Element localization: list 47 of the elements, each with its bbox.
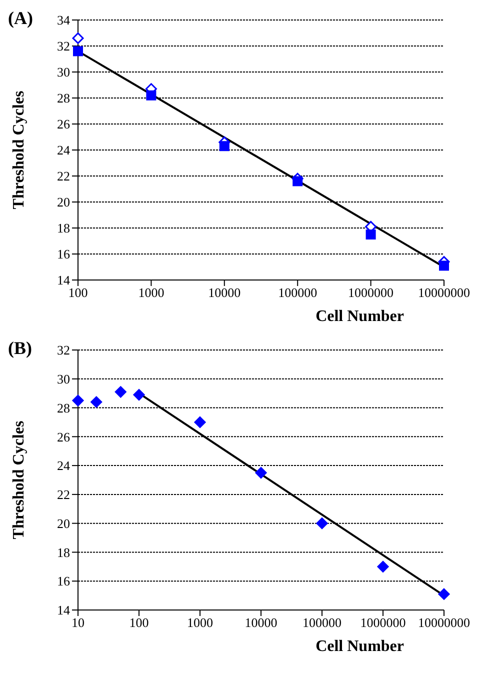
x-axis-title: Cell Number <box>314 638 405 656</box>
x-tick-label: 1000 <box>138 285 164 300</box>
point <box>72 32 84 44</box>
x-axis-title: Cell Number <box>314 308 405 326</box>
y-tick-label: 20 <box>57 194 70 210</box>
point <box>219 141 230 152</box>
x-tick-label: 1000000 <box>348 285 394 300</box>
y-tick-label: 22 <box>57 487 70 502</box>
y-tick-label: 16 <box>57 574 70 589</box>
y-axis-title: Threshold Cycles <box>10 90 28 210</box>
y-tick-label: 28 <box>57 400 70 416</box>
x-tick-label: 1000000 <box>360 615 406 630</box>
x-tick-label: 100 <box>68 285 88 300</box>
y-tick-label: 18 <box>57 544 70 560</box>
x-tick-label: 100 <box>129 615 149 630</box>
y-tick-label: 34 <box>57 12 70 28</box>
y-tick-label: 32 <box>57 38 70 54</box>
x-tick-label: 10 <box>72 615 84 630</box>
y-tick-label: 28 <box>57 90 70 106</box>
y-axis-title: Threshold Cycles <box>10 420 28 540</box>
point <box>366 230 376 240</box>
y-tick-label: 16 <box>57 246 70 262</box>
point <box>73 46 83 56</box>
y-tick-label: 26 <box>57 429 70 444</box>
y-tick-label: 22 <box>57 168 70 184</box>
y-tick-label: 24 <box>57 142 70 158</box>
y-tick-label: 30 <box>57 64 70 80</box>
point <box>439 260 449 271</box>
x-tick-label: 100000 <box>302 615 342 630</box>
chart-title: (B) <box>8 338 32 359</box>
x-tick-label: 10000 <box>208 285 241 300</box>
x-tick-label: 10000 <box>244 615 278 630</box>
y-tick-label: 14 <box>57 272 70 288</box>
x-tick-label: 100000 <box>278 285 318 300</box>
chart-title: (A) <box>8 8 33 29</box>
y-tick-label: 18 <box>57 220 70 236</box>
y-tick-label: 20 <box>57 516 70 531</box>
y-tick-label: 14 <box>57 602 70 618</box>
x-tick-label: 10000000 <box>418 615 470 630</box>
point <box>146 90 156 100</box>
y-tick-label: 30 <box>57 372 70 387</box>
x-tick-label: 1000 <box>187 615 213 630</box>
x-tick-label: 10000000 <box>418 285 470 300</box>
y-tick-label: 24 <box>57 458 70 474</box>
y-tick-label: 26 <box>57 116 70 132</box>
point <box>292 176 303 186</box>
y-tick-label: 32 <box>57 342 70 358</box>
